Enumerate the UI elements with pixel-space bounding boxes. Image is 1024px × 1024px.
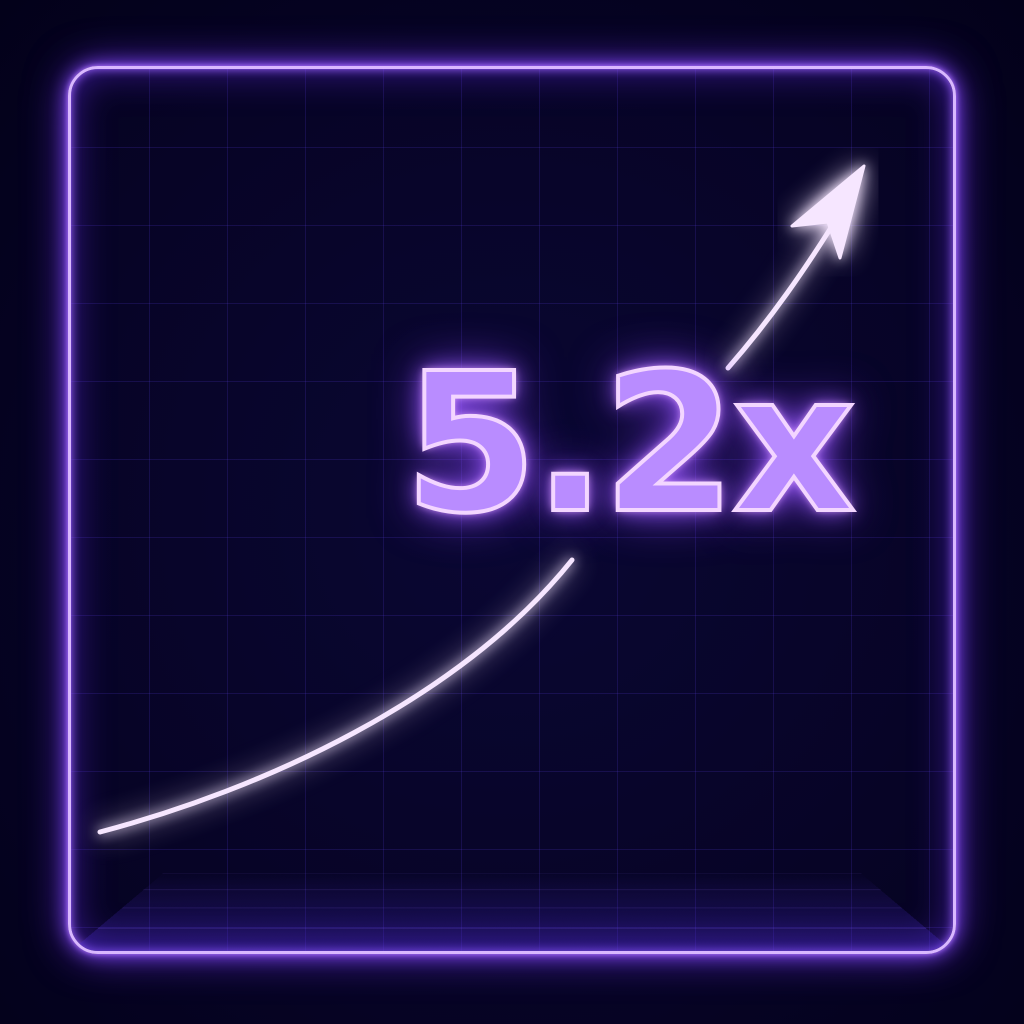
- growth-curve-lower: [100, 560, 572, 832]
- arrow-up-right-icon: [792, 166, 864, 258]
- multiplier-value: 5.2x: [404, 330, 874, 560]
